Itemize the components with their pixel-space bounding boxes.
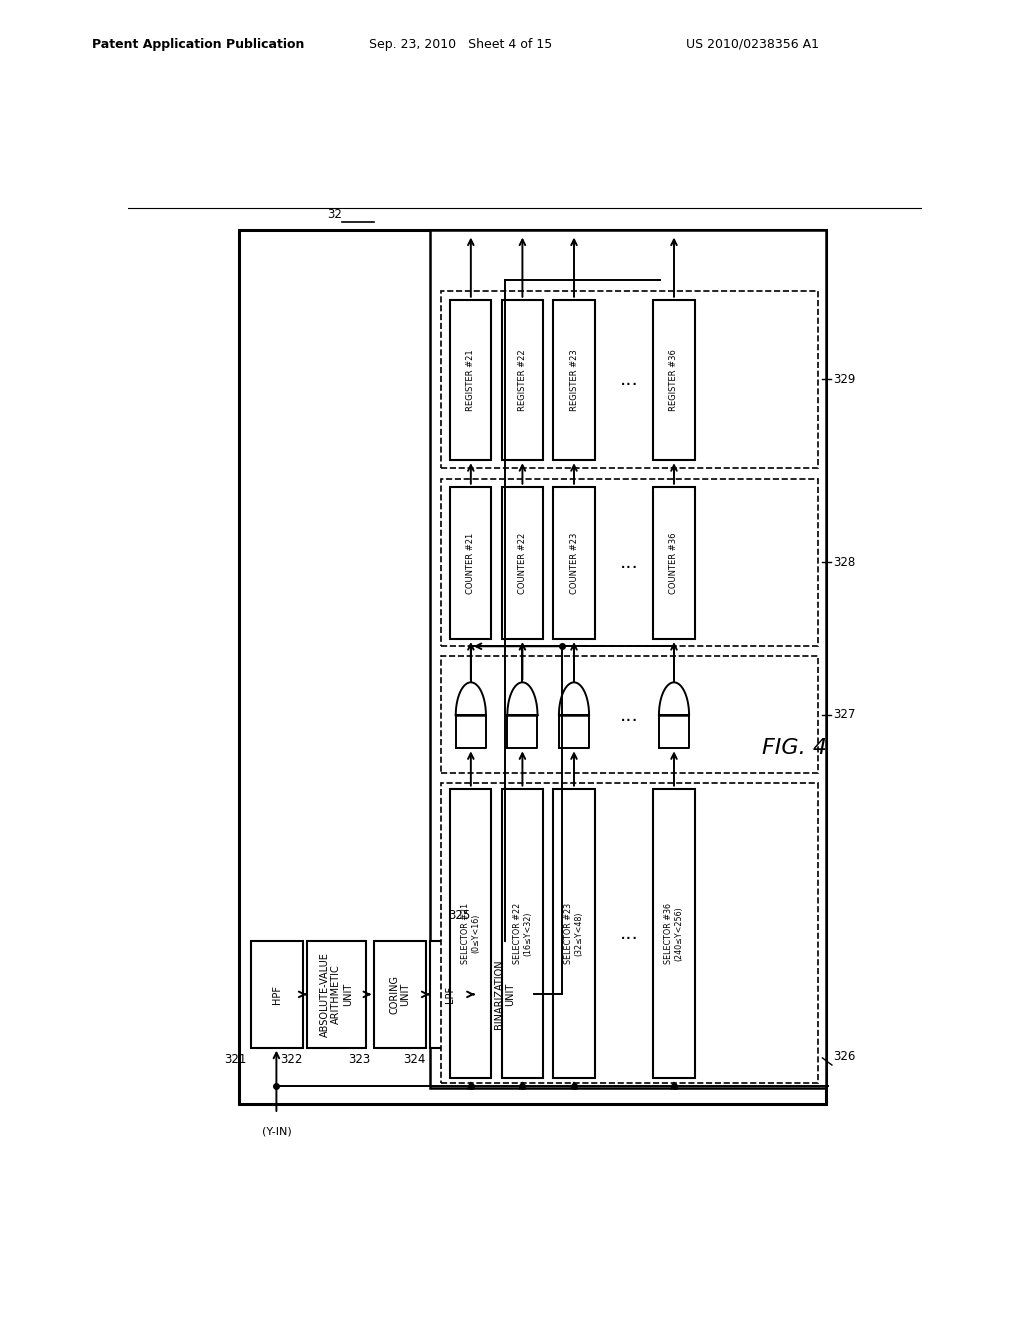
Bar (502, 788, 543, 1078)
Polygon shape (507, 715, 538, 748)
Text: 322: 322 (281, 1053, 303, 1067)
Bar (441, 479, 818, 647)
Bar (441, 656, 818, 774)
Text: COUNTER #23: COUNTER #23 (569, 532, 579, 594)
Text: SELECTOR #36
(240≤Y<256): SELECTOR #36 (240≤Y<256) (665, 903, 684, 964)
Bar (653, 788, 694, 1078)
Text: REGISTER #21: REGISTER #21 (466, 350, 475, 411)
Text: 327: 327 (833, 709, 855, 721)
Bar (251, 941, 303, 1048)
Text: SELECTOR #22
(16≤Y<32): SELECTOR #22 (16≤Y<32) (513, 903, 532, 964)
Text: (Y-IN): (Y-IN) (261, 1126, 291, 1137)
Bar (553, 788, 595, 1078)
Bar (441, 784, 818, 1084)
Text: HPF: HPF (271, 985, 282, 1005)
Text: COUNTER #21: COUNTER #21 (466, 532, 475, 594)
Text: REGISTER #22: REGISTER #22 (518, 350, 527, 411)
Text: 321: 321 (224, 1053, 247, 1067)
Text: ...: ... (621, 924, 639, 942)
Bar (451, 487, 492, 639)
Bar (306, 941, 367, 1048)
Text: SELECTOR #23
(32≤Y<48): SELECTOR #23 (32≤Y<48) (564, 903, 584, 964)
Bar (553, 300, 595, 461)
Text: Sep. 23, 2010   Sheet 4 of 15: Sep. 23, 2010 Sheet 4 of 15 (369, 37, 552, 50)
Text: REGISTER #36: REGISTER #36 (670, 348, 679, 411)
Polygon shape (559, 682, 589, 715)
Text: 323: 323 (348, 1053, 370, 1067)
Bar (451, 300, 492, 461)
Text: ...: ... (621, 371, 639, 389)
Text: COUNTER #22: COUNTER #22 (518, 532, 527, 594)
Bar (502, 300, 543, 461)
Text: Patent Application Publication: Patent Application Publication (92, 37, 304, 50)
Polygon shape (658, 682, 689, 715)
Polygon shape (658, 715, 689, 748)
Text: ABSOLUTE-VALUE
ARITHMETIC
UNIT: ABSOLUTE-VALUE ARITHMETIC UNIT (319, 952, 353, 1036)
Text: 324: 324 (403, 1053, 426, 1067)
Text: CORING
UNIT: CORING UNIT (389, 975, 411, 1014)
Text: REGISTER #23: REGISTER #23 (569, 348, 579, 411)
Bar (553, 487, 595, 639)
Bar (502, 487, 543, 639)
Polygon shape (456, 715, 486, 748)
Text: BINARIZATION
UNIT: BINARIZATION UNIT (494, 960, 515, 1030)
Bar (653, 487, 694, 639)
Bar (430, 941, 471, 1048)
Text: LPF: LPF (445, 986, 456, 1003)
Text: US 2010/0238356 A1: US 2010/0238356 A1 (686, 37, 819, 50)
Bar (451, 788, 492, 1078)
Text: 326: 326 (833, 1049, 855, 1063)
Text: SELECTOR #21
(0≤Y<16): SELECTOR #21 (0≤Y<16) (461, 903, 480, 964)
Text: FIG. 4: FIG. 4 (762, 738, 827, 758)
Polygon shape (456, 682, 486, 715)
Bar (653, 300, 694, 461)
Bar (374, 941, 426, 1048)
Polygon shape (559, 715, 589, 748)
Text: 329: 329 (833, 374, 855, 385)
Text: COUNTER #36: COUNTER #36 (670, 532, 679, 594)
Bar (441, 290, 818, 469)
Bar (240, 230, 826, 1104)
Text: 328: 328 (833, 556, 855, 569)
Bar (430, 230, 826, 1089)
Text: 325: 325 (449, 909, 471, 923)
Bar (475, 941, 535, 1048)
Text: 32: 32 (327, 207, 342, 220)
Polygon shape (507, 682, 538, 715)
Text: ...: ... (621, 706, 639, 725)
Text: ...: ... (621, 553, 639, 573)
